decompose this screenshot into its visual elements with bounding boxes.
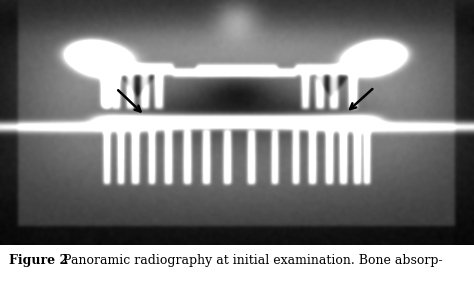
- Text: Panoramic radiography at initial examination. Bone absorp-: Panoramic radiography at initial examina…: [55, 254, 442, 266]
- Text: Figure 2: Figure 2: [9, 254, 69, 266]
